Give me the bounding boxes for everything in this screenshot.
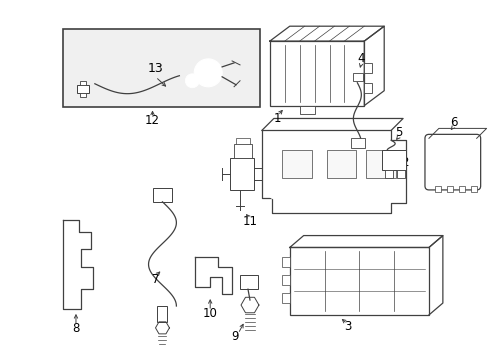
Bar — [289, 247, 428, 315]
Circle shape — [70, 237, 80, 247]
Bar — [234, 144, 251, 158]
Circle shape — [269, 191, 277, 199]
Circle shape — [185, 74, 199, 88]
Text: 2: 2 — [401, 156, 408, 168]
Text: 11: 11 — [242, 215, 257, 228]
Text: 5: 5 — [395, 126, 402, 139]
Bar — [299, 105, 314, 113]
Bar — [236, 138, 249, 144]
Bar — [434, 186, 440, 192]
Text: 1: 1 — [273, 112, 281, 125]
Bar — [63, 29, 260, 107]
Bar — [385, 170, 392, 178]
Bar — [396, 170, 404, 178]
Bar — [77, 85, 89, 93]
Bar — [269, 41, 364, 105]
Bar — [351, 138, 365, 148]
Text: 10: 10 — [203, 307, 217, 320]
Bar — [446, 186, 452, 192]
Bar — [240, 275, 257, 289]
Text: 13: 13 — [147, 62, 163, 75]
Text: 8: 8 — [72, 322, 80, 336]
Bar — [80, 93, 86, 96]
Bar — [281, 293, 289, 303]
Bar — [230, 158, 253, 190]
Text: 9: 9 — [231, 330, 238, 343]
Bar — [152, 188, 172, 202]
Bar — [281, 150, 311, 178]
Bar — [364, 83, 371, 93]
Bar — [353, 73, 363, 81]
Bar — [281, 257, 289, 267]
Circle shape — [268, 175, 278, 185]
FancyBboxPatch shape — [424, 134, 480, 190]
Bar — [326, 150, 356, 178]
Text: 12: 12 — [145, 114, 160, 127]
Bar — [382, 150, 405, 170]
Bar — [470, 186, 476, 192]
Bar — [157, 306, 167, 322]
Circle shape — [73, 267, 81, 275]
Bar — [366, 150, 395, 178]
Text: 4: 4 — [357, 53, 365, 66]
Circle shape — [200, 65, 216, 81]
Text: 3: 3 — [343, 320, 350, 333]
Circle shape — [201, 264, 209, 271]
Text: 7: 7 — [151, 273, 159, 286]
Bar — [80, 81, 86, 85]
Text: 6: 6 — [449, 116, 457, 129]
Bar — [458, 186, 464, 192]
Circle shape — [194, 59, 222, 87]
Bar — [281, 275, 289, 285]
Bar — [364, 63, 371, 73]
